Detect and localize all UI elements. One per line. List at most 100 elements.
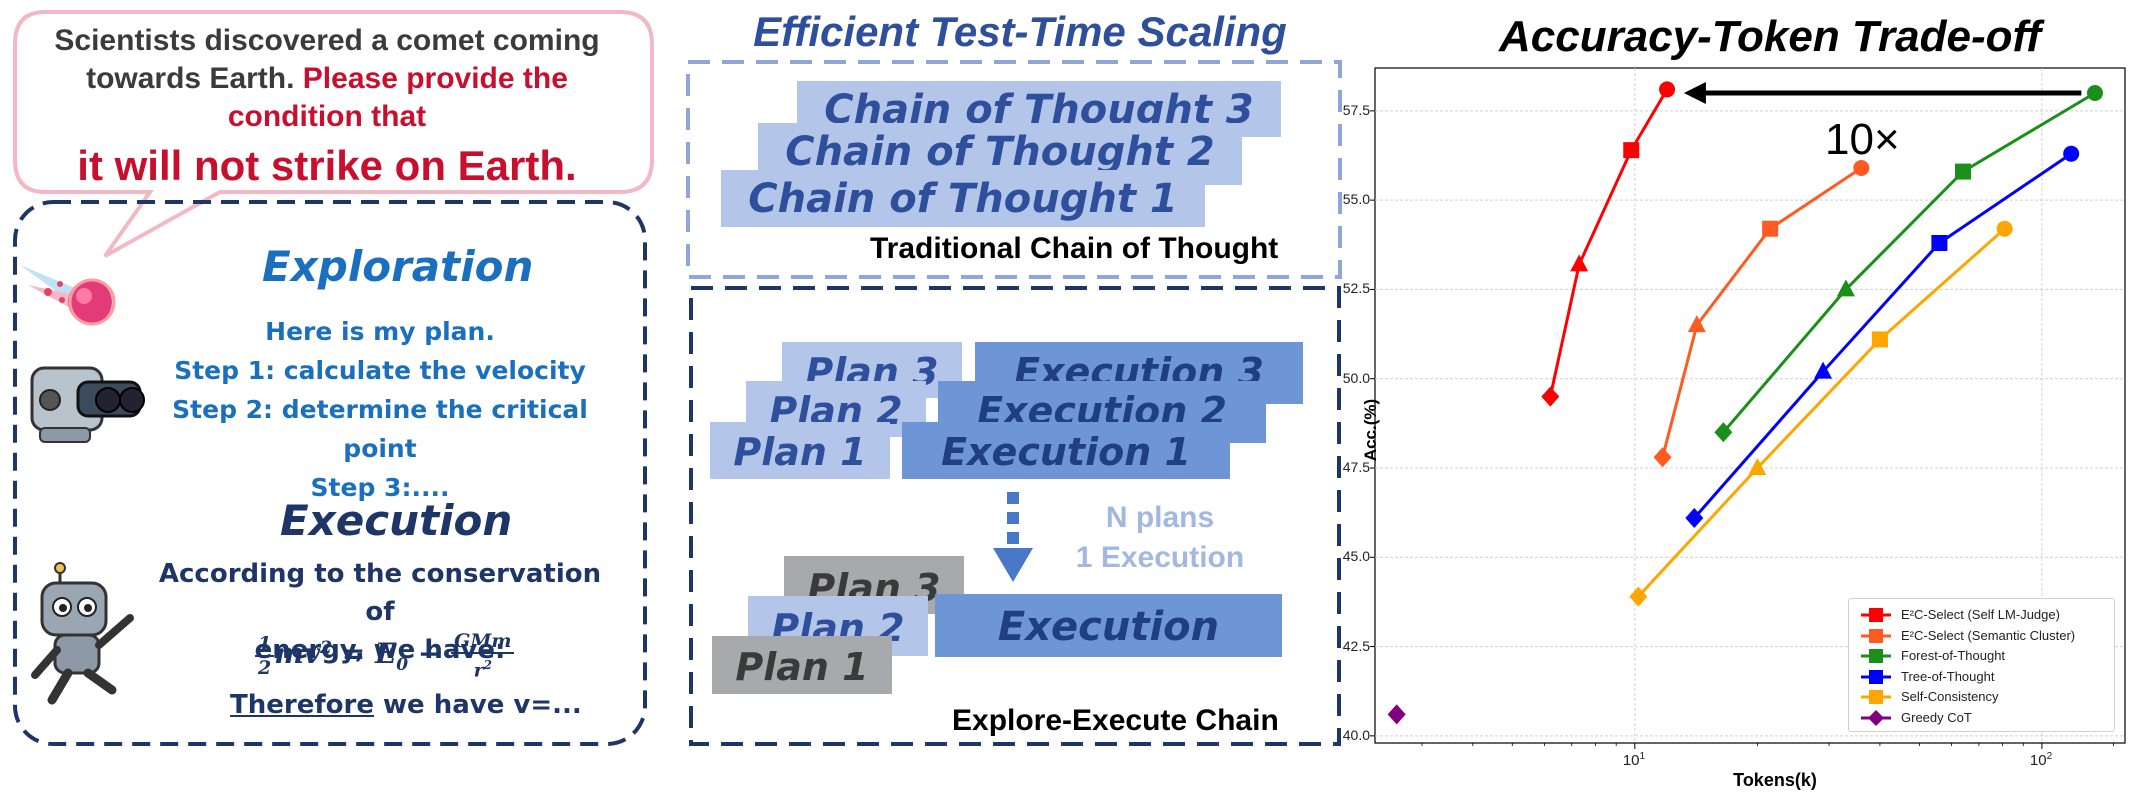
plan-box-bottom-1: Plan 1 [712,636,892,694]
eec-caption: Explore-Execute Chain [952,704,1279,737]
data-point [1748,458,1767,475]
data-point [1623,142,1640,159]
cot-caption: Traditional Chain of Thought [870,232,1279,265]
question-text: Scientists discovered a comet coming tow… [18,22,636,196]
legend-label: Tree-of-Thought [1901,668,1995,684]
cot-frame [686,60,1342,279]
data-point [1687,315,1706,333]
series-line [1693,152,2073,519]
speedup-annotation: 10× [1825,115,1900,164]
execution-line: energy, we have: [254,635,506,665]
question-line-1: Scientists discovered a comet coming [54,24,600,57]
middle-frames [686,60,1342,746]
y-tick-label: 50.0 [1342,369,1370,386]
legend-marker [1861,608,1891,622]
legend-symbol [1869,608,1883,622]
cot-box-1: Chain of Thought 1 [721,170,1205,227]
middle-title: Efficient Test-Time Scaling [753,8,1287,55]
question-line-2a: towards Earth. [86,62,295,95]
series-line [1661,166,1863,458]
data-point [1931,235,1948,251]
speech-bubble [13,10,654,258]
execution-text: According to the conservation of energy,… [150,555,610,669]
series-line [1637,227,2006,598]
data-point [1714,422,1733,443]
comet-icon [20,265,116,326]
legend-marker [1861,669,1891,684]
y-tick-label: 47.5 [1342,459,1370,475]
plan-line: Step 2: determine the critical point [172,395,588,463]
data-point [1853,160,1870,176]
legend-label: Greedy CoT [1901,709,1972,725]
data-point [1996,220,2013,237]
data-point [2063,145,2080,162]
data-point [1836,279,1855,297]
legend-marker [1861,628,1891,643]
legend-label: Forest-of-Thought [1901,648,2006,663]
data-point [1387,704,1406,725]
y-tick-label: 52.5 [1342,280,1370,297]
left-panel-graphics [13,10,654,746]
legend-symbol [1869,669,1883,684]
y-tick-label: 45.0 [1342,548,1370,565]
energy-formula: 1 2 mv2 = E0 − GMm r2 [255,630,515,681]
legend-symbol [1869,628,1883,643]
data-point [1541,386,1560,407]
y-tick-label: 40.0 [1342,726,1370,743]
x-tick-label: 101 [1622,751,1646,769]
chart-title: Accuracy-Token Trade-off [1498,12,2041,61]
legend-marker [1861,649,1891,663]
down-arrow-icon [993,492,1033,582]
execution-title: Execution [280,496,513,545]
x-tick-label: 102 [2029,751,2053,769]
exploration-title: Exploration [262,242,534,291]
question-line-2b: Please provide the [302,62,568,95]
plan-line: Step 1: calculate the velocity [174,356,586,385]
legend-label: Self-Consistency [1901,689,1999,704]
legend-symbol [1869,649,1883,663]
therefore-line: Therefore we have v=... [230,690,582,720]
data-point [1653,447,1672,468]
plan-box-1: Plan 1 [710,422,890,479]
series-line [1548,88,1669,397]
data-point [1570,254,1589,272]
data-point [2086,85,2103,101]
execution-box-1: Execution 1 [902,422,1230,479]
data-point [1814,361,1833,379]
plan-line: Step 3:.... [310,473,450,502]
eec-frame [689,286,1341,746]
data-point [1762,220,1779,237]
data-point [1871,331,1888,348]
legend-symbol [1868,709,1884,726]
y-axis-label: Acc.(%) [1361,398,1381,462]
therefore-word: Therefore [230,690,374,720]
question-highlight: it will not strike on Earth. [77,142,577,189]
legend-marker [1861,709,1891,726]
running-robot-icon [31,562,134,705]
chart-legend: E²C-Select (Self LM-Judge) E²C-Select (Se… [1848,598,2115,732]
speedup-arrow-head [1683,82,1706,104]
y-tick-label: 57.5 [1342,101,1370,118]
question-line-3: condition that [227,100,427,133]
reasoning-container [13,200,647,746]
execution-line: According to the conservation of [158,559,602,627]
legend-marker [1861,690,1891,704]
y-tick-label: 55.0 [1342,191,1370,208]
n-plans-label: N plans 1 Execution [1075,501,1245,574]
data-point [1685,508,1704,528]
legend-label: E²C-Select (Semantic Cluster) [1901,627,2076,643]
robot-binoculars-icon [30,366,145,443]
legend-label: E²C-Select (Self LM-Judge) [1901,607,2060,622]
data-point [1955,163,1972,180]
x-axis-label: Tokens(k) [1733,770,1817,790]
y-tick-label: 42.5 [1342,637,1370,654]
plan-box-2: Plan 2 [746,381,926,437]
series-line [1722,91,2096,434]
data-point [1659,81,1676,98]
plan-line: Here is my plan. [265,317,495,346]
plan-steps: Here is my plan. Step 1: calculate the v… [140,312,620,507]
legend-symbol [1869,690,1883,704]
execution-box-bottom: Execution [935,594,1282,657]
data-point [1629,586,1648,607]
